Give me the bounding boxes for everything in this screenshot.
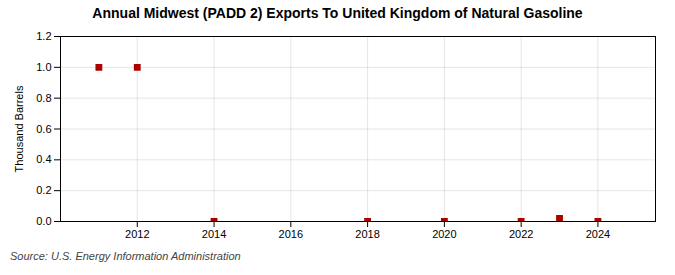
html-text:Source: U.S. Energy Informatio: Source: U.S. Energy Information Administ…: [10, 250, 241, 262]
svg-text:2018: 2018: [355, 228, 379, 240]
svg-text:2024: 2024: [586, 228, 610, 240]
svg-text:2022: 2022: [509, 228, 533, 240]
svg-text:2012: 2012: [125, 228, 149, 240]
svg-text:2016: 2016: [279, 228, 303, 240]
svg-text:2014: 2014: [202, 228, 226, 240]
svg-text:1.0: 1.0: [36, 61, 51, 73]
svg-text:Thousand Barrels: Thousand Barrels: [13, 85, 25, 172]
svg-text:0.0: 0.0: [36, 215, 51, 227]
svg-text:2020: 2020: [432, 228, 456, 240]
svg-text:0.2: 0.2: [36, 184, 51, 196]
html-text:Annual Midwest (PADD 2) Export: Annual Midwest (PADD 2) Exports To Unite…: [92, 5, 583, 21]
svg-text:0.4: 0.4: [36, 153, 51, 165]
svg-text:1.2: 1.2: [36, 30, 51, 42]
svg-text:0.8: 0.8: [36, 92, 51, 104]
svg-text:0.6: 0.6: [36, 123, 51, 135]
